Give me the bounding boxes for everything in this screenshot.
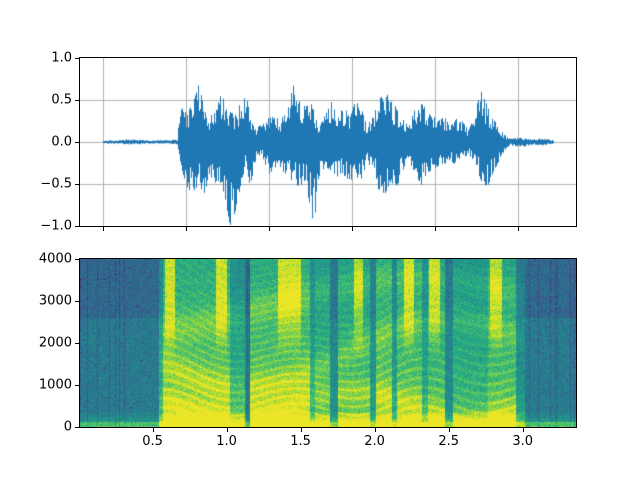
y-tick-mark xyxy=(75,226,79,227)
spectrogram-axes xyxy=(79,258,577,428)
x-tick-mark xyxy=(185,227,187,231)
waveform-y-tick-label: −0.5 xyxy=(40,176,72,192)
spectrogram-x-tick-label: 2.0 xyxy=(364,434,385,449)
x-tick-mark xyxy=(374,428,376,432)
spectrogram-y-tick-label: 0 xyxy=(63,419,72,435)
x-tick-mark xyxy=(300,428,302,432)
y-tick-mark xyxy=(75,301,79,302)
x-tick-mark xyxy=(351,227,353,231)
spectrogram-canvas xyxy=(80,259,576,427)
waveform-y-tick-label: −1.0 xyxy=(40,218,72,234)
x-tick-mark xyxy=(517,227,519,231)
waveform-canvas xyxy=(80,58,576,226)
waveform-y-tick-label: 0.0 xyxy=(51,134,72,150)
y-tick-mark xyxy=(75,427,79,428)
x-tick-mark xyxy=(226,428,228,432)
spectrogram-y-tick-label: 4000 xyxy=(38,251,72,267)
y-tick-mark xyxy=(75,100,79,101)
x-tick-mark xyxy=(268,227,270,231)
x-tick-mark xyxy=(448,428,450,432)
y-tick-mark xyxy=(75,184,79,185)
spectrogram-x-tick-label: 2.5 xyxy=(438,434,459,449)
waveform-y-tick-label: 1.0 xyxy=(51,50,72,66)
y-tick-mark xyxy=(75,58,79,59)
x-tick-mark xyxy=(102,227,104,231)
x-tick-mark xyxy=(522,428,524,432)
spectrogram-y-tick-label: 1000 xyxy=(38,377,72,393)
y-tick-mark xyxy=(75,259,79,260)
spectrogram-x-tick-label: 1.5 xyxy=(290,434,311,449)
spectrogram-x-tick-label: 0.5 xyxy=(142,434,163,449)
y-tick-mark xyxy=(75,343,79,344)
spectrogram-x-tick-label: 1.0 xyxy=(216,434,237,449)
y-tick-mark xyxy=(75,142,79,143)
spectrogram-x-tick-label: 3.0 xyxy=(512,434,534,449)
waveform-y-tick-label: 0.5 xyxy=(51,92,72,108)
spectrogram-y-tick-label: 3000 xyxy=(38,293,72,309)
y-tick-mark xyxy=(75,385,79,386)
x-tick-mark xyxy=(434,227,436,231)
spectrogram-y-tick-label: 2000 xyxy=(38,335,72,351)
x-tick-mark xyxy=(152,428,154,432)
waveform-axes xyxy=(79,57,577,227)
